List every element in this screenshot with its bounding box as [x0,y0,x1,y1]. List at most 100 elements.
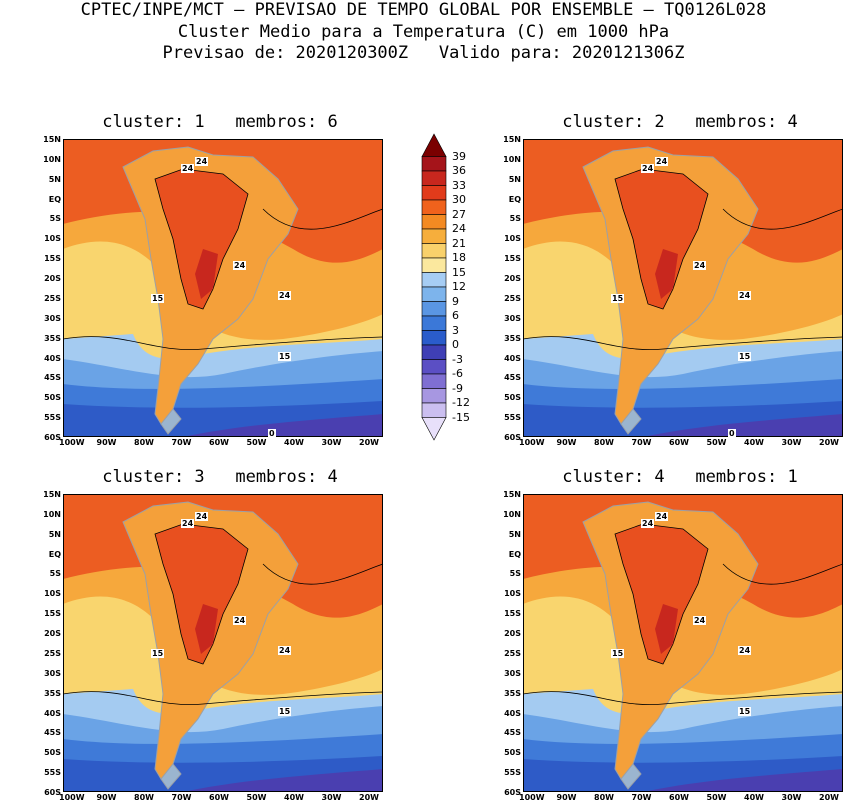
lon-label: 30W [781,438,802,447]
lat-label: 40S [44,353,61,363]
header-line-2: Cluster Medio para a Temperatura (C) em … [177,22,670,42]
colorbar-segment [421,373,447,389]
colorbar-segment [421,243,447,259]
lon-label: 100W [59,793,85,802]
contour-label: 15 [738,707,752,716]
lat-label: EQ [508,194,521,204]
panel-title-3: cluster: 3 membros: 4 [102,467,338,487]
lat-label: 45S [504,373,521,383]
lat-label: 15N [503,135,521,144]
lat-label: 20S [504,274,521,284]
lon-label: 60W [209,438,229,447]
colorbar-segment [421,402,447,418]
colorbar-label: 30 [452,193,466,206]
lon-label: 80W [134,793,154,802]
lon-label: 50W [706,793,727,802]
lat-label: 60S [504,433,521,442]
lat-label: 60S [44,788,61,797]
contour-label: 24 [195,512,209,521]
lon-label: 100W [519,793,545,802]
colorbar-label: -15 [452,410,470,424]
lon-label: 70W [171,438,192,447]
lat-label: EQ [48,194,61,204]
lon-label: 20W [359,438,379,447]
lat-label: 50S [504,748,521,758]
lat-label: 60S [504,788,521,797]
colorbar-label: 36 [452,164,466,177]
lat-label: 15S [44,609,61,619]
lat-label: 30S [44,313,61,323]
colorbar-segment [421,272,447,288]
contour-label: 24 [655,157,669,166]
lon-label: 20W [819,438,839,447]
contour-label: 24 [738,291,752,300]
contour-label: 24 [233,261,247,270]
contour-label: 24 [738,646,752,655]
header-line-1: CPTEC/INPE/MCT – PREVISAO DE TEMPO GLOBA… [80,0,767,20]
lat-label: 50S [44,393,61,403]
lon-label: 40W [284,793,304,802]
lat-label: 50S [504,393,521,403]
lat-label: 15S [504,609,521,619]
lon-label: 100W [519,438,545,447]
colorbar-label: -9 [452,381,463,395]
colorbar-label: 3 [452,323,459,337]
lat-label: 35S [44,688,61,698]
lon-label: 60W [669,793,689,802]
contour-label: 24 [278,646,292,655]
colorbar-segment [421,301,447,317]
lat-label: 20S [44,274,61,284]
panel-title-4: cluster: 4 membros: 1 [562,467,798,487]
lon-label: 70W [631,793,652,802]
lat-label: 20S [504,629,521,639]
colorbar-label: 15 [452,265,466,279]
lat-label: 15N [43,490,61,499]
colorbar-segment [421,133,447,157]
colorbar-label: 33 [452,178,466,192]
lon-label: 100W [59,438,85,447]
lon-label: 50W [246,438,267,447]
lon-label: 40W [744,438,764,447]
colorbar-label: 18 [452,251,466,264]
lon-label: 40W [744,793,764,802]
lat-label: 55S [44,413,61,423]
lat-label: 10S [504,589,521,599]
colorbar-segment [421,286,447,302]
lat-label: EQ [48,549,61,559]
colorbar-segment [421,199,447,215]
lat-label: 45S [44,373,61,383]
lat-label: 10S [44,234,61,244]
lat-label: 35S [504,688,521,698]
lat-label: 40S [504,353,521,363]
colorbar-segment [421,156,447,172]
colorbar-segment [421,170,447,186]
lat-label: 55S [504,413,521,423]
colorbar-segment [421,330,447,346]
header-line-3: Previsao de: 2020120300Z Valido para: 20… [162,43,685,63]
lon-label: 90W [96,438,117,447]
contour-label: 0 [268,429,276,438]
colorbar-segment [421,344,447,360]
contour-label: 24 [641,519,655,528]
lon-label: 30W [321,438,342,447]
lat-label: 5S [509,214,521,224]
colorbar-label: -12 [452,396,470,409]
colorbar-segment [421,359,447,375]
lat-label: 5N [48,529,61,539]
lon-label: 20W [359,793,379,802]
panel-title-1: cluster: 1 membros: 6 [102,112,338,132]
contour-label: 15 [151,649,165,658]
colorbar-label: -3 [452,352,463,366]
contour-label: 15 [278,352,292,361]
lat-label: 10N [503,154,521,164]
contour-label: 15 [738,352,752,361]
colorbar-label: 12 [452,280,466,293]
lon-label: 90W [96,793,117,802]
lat-label: 60S [44,433,61,442]
colorbar-label: 0 [452,338,459,351]
colorbar-label: 27 [452,207,466,221]
lat-label: 5N [508,529,521,539]
lat-label: 5S [49,569,61,579]
lat-label: 10N [503,509,521,519]
lon-label: 50W [706,438,727,447]
